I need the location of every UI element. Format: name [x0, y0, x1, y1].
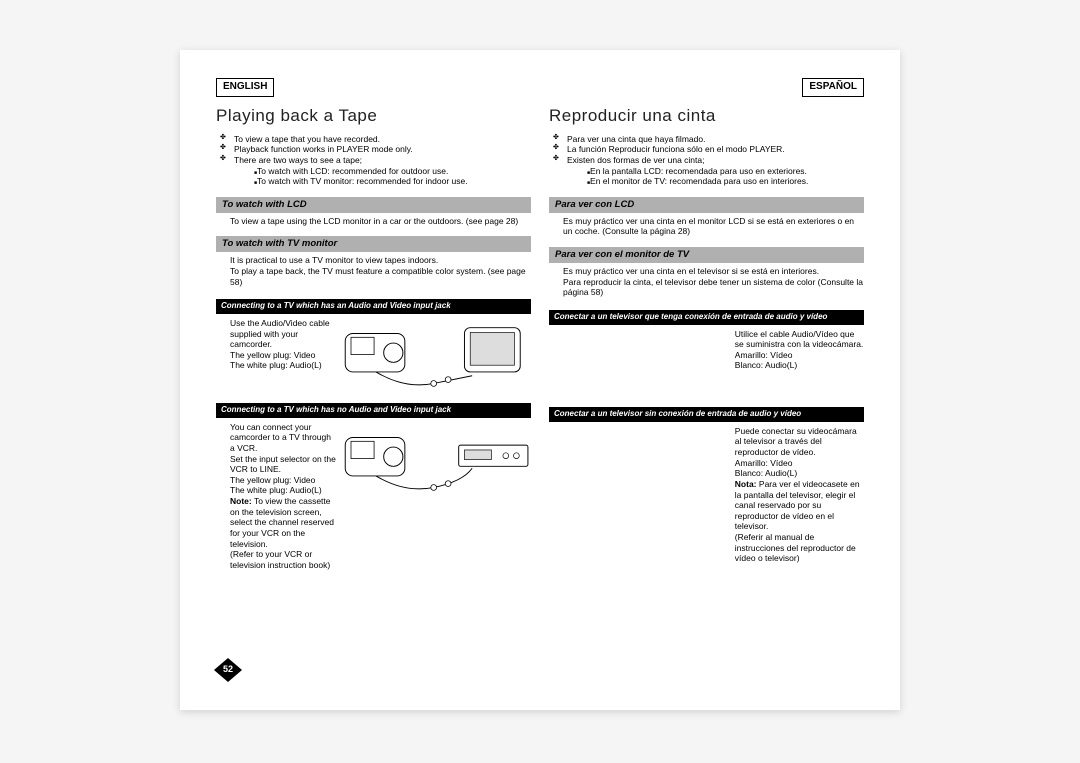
intro-item-text: There are two ways to see a tape;	[234, 155, 362, 165]
intro-sublist: En la pantalla LCD: recomendada para uso…	[577, 166, 864, 187]
conn1-header-right: Conectar a un televisor que tenga conexi…	[549, 310, 864, 325]
two-column-layout: ENGLISH Playing back a Tape To view a ta…	[216, 78, 864, 682]
diagram-camcorder-tv	[336, 320, 541, 395]
conn2-note2-line: (Refer to your VCR or television instruc…	[230, 549, 338, 570]
conn1-body-line: Use the Audio/Video cable supplied with …	[230, 318, 338, 350]
conn1-body-line: Utilice el cable Audio/Vídeo que se sumi…	[735, 329, 864, 350]
language-label-english: ENGLISH	[216, 78, 274, 97]
manual-page: ENGLISH Playing back a Tape To view a ta…	[180, 50, 900, 710]
conn2-note-left: Note: To view the cassette on the televi…	[230, 496, 338, 549]
intro-item: Para ver una cinta que haya filmado.	[557, 134, 864, 145]
conn2-header-right: Conectar a un televisor sin conexión de …	[549, 407, 864, 422]
intro-item: La función Reproducir funciona sólo en e…	[557, 144, 864, 155]
conn2-row-right: Puede conectar su videocámara al televis…	[549, 426, 864, 570]
english-column: ENGLISH Playing back a Tape To view a ta…	[216, 78, 531, 682]
intro-item: There are two ways to see a tape; To wat…	[224, 155, 531, 187]
conn1-row-left: Use the Audio/Video cable supplied with …	[216, 318, 531, 397]
lcd-header-right: Para ver con LCD	[549, 197, 864, 213]
conn1-row-right: Utilice el cable Audio/Vídeo que se sumi…	[549, 329, 864, 378]
intro-sub-item: En el monitor de TV: recomendada para us…	[577, 176, 864, 187]
conn2-note-right: Nota: Para ver el videocasete en la pant…	[735, 479, 864, 532]
camcorder-tv-svg	[336, 320, 541, 395]
conn2-plug-line: Blanco: Audio(L)	[735, 468, 864, 479]
tv-header-right: Para ver con el monitor de TV	[549, 247, 864, 263]
spanish-column: ESPAÑOL Reproducir una cinta Para ver un…	[549, 78, 864, 682]
conn2-text-right: Puede conectar su videocámara al televis…	[735, 426, 864, 564]
note-label: Nota:	[735, 479, 757, 489]
conn2-text-left: You can connect your camcorder to a TV t…	[230, 422, 338, 571]
conn2-note2-line: (Referir al manual de instrucciones del …	[735, 532, 864, 564]
intro-item: To view a tape that you have recorded.	[224, 134, 531, 145]
conn2-plug-line: The yellow plug: Video	[230, 475, 338, 486]
intro-item: Playback function works in PLAYER mode o…	[224, 144, 531, 155]
intro-sub-item: To watch with LCD: recommended for outdo…	[244, 166, 531, 177]
lcd-header-left: To watch with LCD	[216, 197, 531, 213]
conn1-plug-line: Blanco: Audio(L)	[735, 360, 864, 371]
conn1-text-left: Use the Audio/Video cable supplied with …	[230, 318, 338, 371]
section-title-right: Reproducir una cinta	[549, 103, 864, 126]
conn2-plug-line: The white plug: Audio(L)	[230, 485, 338, 496]
conn2-header-left: Connecting to a TV which has no Audio an…	[216, 403, 531, 418]
diagram-camcorder-vcr	[336, 424, 541, 499]
tv-body-line: Para reproducir la cinta, el televisor d…	[563, 277, 864, 298]
tv-header-left: To watch with TV monitor	[216, 236, 531, 252]
lcd-body-right: Es muy práctico ver una cinta en el moni…	[563, 216, 864, 237]
conn2-body-line: You can connect your camcorder to a TV t…	[230, 422, 338, 454]
intro-list-left: To view a tape that you have recorded. P…	[224, 134, 531, 187]
intro-list-right: Para ver una cinta que haya filmado. La …	[557, 134, 864, 187]
conn2-body-line: Puede conectar su videocámara al televis…	[735, 426, 864, 458]
intro-sublist: To watch with LCD: recommended for outdo…	[244, 166, 531, 187]
tv-body-line: To play a tape back, the TV must feature…	[230, 266, 531, 287]
intro-sub-item: En la pantalla LCD: recomendada para uso…	[577, 166, 864, 177]
conn2-plug-line: Set the input selector on the VCR to LIN…	[230, 454, 338, 475]
note-label: Note:	[230, 496, 252, 506]
conn1-plug-line: Amarillo: Vídeo	[735, 350, 864, 361]
section-title-left: Playing back a Tape	[216, 103, 531, 126]
language-label-spanish: ESPAÑOL	[802, 78, 864, 97]
tv-body-line: Es muy práctico ver una cinta en el tele…	[563, 266, 864, 277]
lcd-body-left: To view a tape using the LCD monitor in …	[230, 216, 531, 227]
tv-body-left: It is practical to use a TV monitor to v…	[230, 255, 531, 287]
conn2-plug-line: Amarillo: Vídeo	[735, 458, 864, 469]
intro-sub-item: To watch with TV monitor: recommended fo…	[244, 176, 531, 187]
tv-body-line: It is practical to use a TV monitor to v…	[230, 255, 531, 266]
conn1-header-left: Connecting to a TV which has an Audio an…	[216, 299, 531, 314]
conn1-plug-line: The yellow plug: Video	[230, 350, 338, 361]
intro-item: Existen dos formas de ver una cinta; En …	[557, 155, 864, 187]
conn1-text-right: Utilice el cable Audio/Vídeo que se sumi…	[735, 329, 864, 372]
conn2-row-left: You can connect your camcorder to a TV t…	[216, 422, 531, 577]
conn1-plug-line: The white plug: Audio(L)	[230, 360, 338, 371]
camcorder-vcr-svg	[336, 424, 541, 499]
intro-item-text: Existen dos formas de ver una cinta;	[567, 155, 705, 165]
tv-body-right: Es muy práctico ver una cinta en el tele…	[563, 266, 864, 298]
